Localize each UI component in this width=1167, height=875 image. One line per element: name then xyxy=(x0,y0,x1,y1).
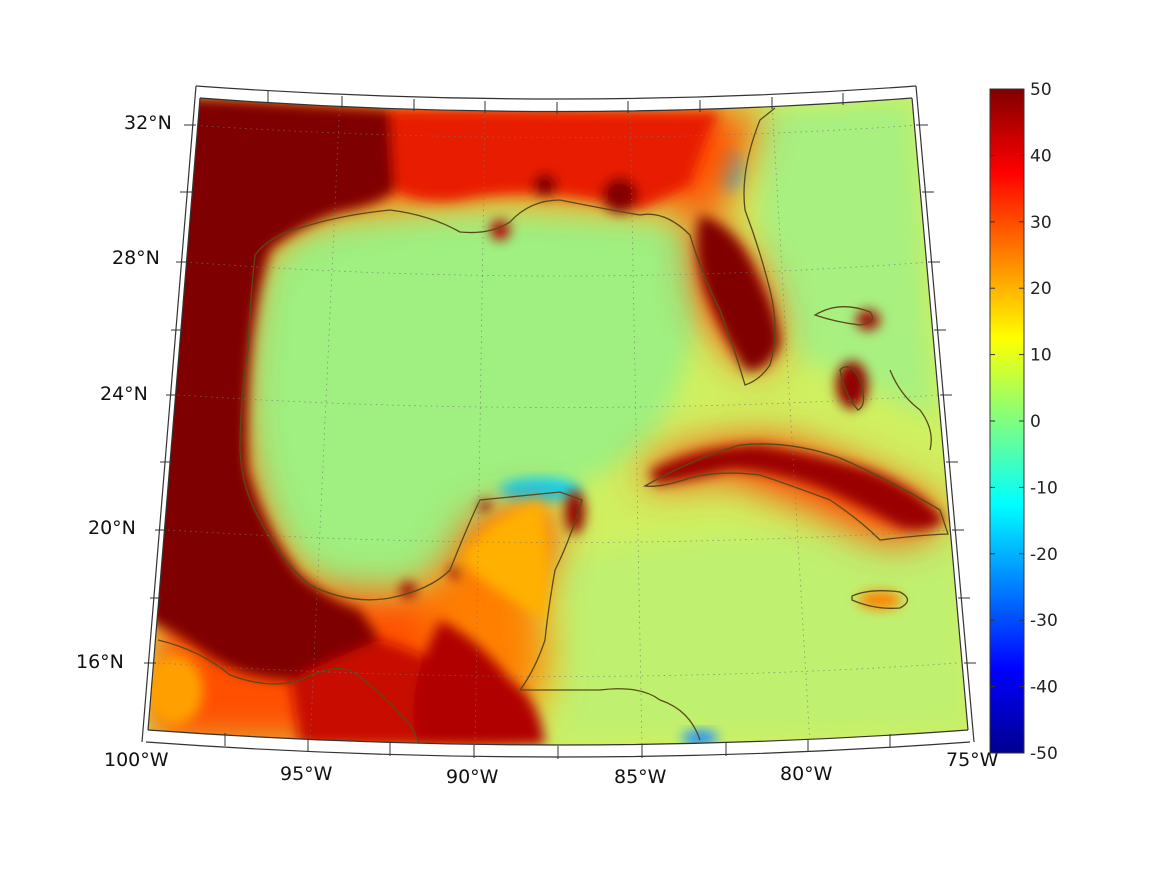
caribbean-water xyxy=(560,533,968,740)
colorbar-tick-label: 10 xyxy=(1030,346,1052,366)
colorbar-tick-label: 50 xyxy=(1030,80,1052,100)
colorbar-tick-label: 20 xyxy=(1030,279,1052,299)
lat-label-24n: 24°N xyxy=(100,383,148,405)
lat-label-28n: 28°N xyxy=(112,247,160,269)
lon-label-100w: 100°W xyxy=(104,749,169,771)
colorbar-tick-label: 0 xyxy=(1030,412,1041,432)
colorbar-tick-label: -40 xyxy=(1030,678,1058,698)
colorbar xyxy=(990,89,1024,753)
colorbar-tick-label: -10 xyxy=(1030,478,1058,498)
colorbar-labels: 50 40 30 20 10 0 -10 -20 -30 -40 -50 xyxy=(1030,80,1058,764)
colorbar-tick-label: -30 xyxy=(1030,611,1058,631)
colorbar-tick-label: -50 xyxy=(1030,744,1058,764)
colorbar-tick-label: -20 xyxy=(1030,545,1058,565)
lon-label-85w: 85°W xyxy=(614,766,667,788)
lat-label-16n: 16°N xyxy=(76,651,124,673)
colorbar-tick-label: 40 xyxy=(1030,146,1052,166)
map-field xyxy=(140,90,980,770)
lon-label-80w: 80°W xyxy=(780,763,833,785)
lon-label-95w: 95°W xyxy=(280,763,333,785)
lon-label-90w: 90°W xyxy=(446,766,499,788)
colorbar-tick-label: 30 xyxy=(1030,213,1052,233)
lat-label-20n: 20°N xyxy=(88,517,136,539)
lat-label-32n: 32°N xyxy=(124,112,172,134)
